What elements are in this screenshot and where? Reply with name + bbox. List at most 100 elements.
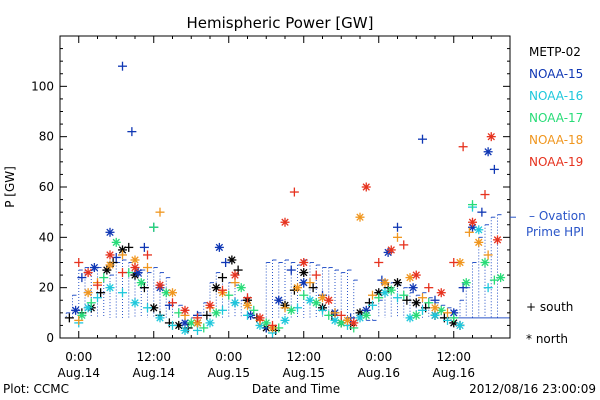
data-point-noaa-19-north xyxy=(105,250,115,260)
data-point-noaa-18-south xyxy=(230,278,240,288)
data-point-noaa-19-north xyxy=(468,217,477,227)
data-point-noaa-17-north xyxy=(386,285,396,295)
data-point-noaa-19-south xyxy=(168,298,177,308)
data-point-noaa-19-north xyxy=(411,270,421,280)
data-point-noaa-15-south xyxy=(286,265,296,275)
data-point-noaa-18-south xyxy=(483,250,493,260)
legend-entry: NOAA-15 xyxy=(529,67,583,81)
y-tick-label: 60 xyxy=(39,180,54,194)
data-point-noaa-16-south xyxy=(243,310,252,320)
data-point-metp-02-south xyxy=(96,288,106,298)
data-point-noaa-19-south xyxy=(424,283,434,293)
data-point-metp-02-north xyxy=(149,303,159,313)
data-point-noaa-15-north xyxy=(105,227,115,237)
data-point-noaa-17-north xyxy=(111,237,121,247)
data-point-noaa-18-north xyxy=(474,237,484,247)
data-point-noaa-16-north xyxy=(230,298,240,308)
data-point-noaa-15-south xyxy=(418,134,427,144)
data-point-noaa-18-north xyxy=(130,255,140,265)
data-point-noaa-19-south xyxy=(449,258,459,267)
data-point-noaa-19-north xyxy=(436,288,446,298)
legend-entry: METP-02 xyxy=(529,45,581,59)
data-point-metp-02-south xyxy=(218,273,227,283)
data-point-noaa-18-north xyxy=(430,303,440,313)
data-point-noaa-18-north xyxy=(355,212,365,222)
data-point-metp-02-north xyxy=(102,265,112,275)
y-axis-label: P [GW] xyxy=(3,166,17,208)
data-point-noaa-17-south xyxy=(374,293,384,303)
data-point-noaa-16-south xyxy=(318,305,327,315)
data-point-noaa-18-south xyxy=(118,250,127,260)
data-point-noaa-18-south xyxy=(443,308,452,318)
data-point-noaa-19-south xyxy=(289,187,299,197)
ovation-label-line1: – Ovation xyxy=(529,209,586,223)
data-point-noaa-17-south xyxy=(468,200,477,210)
data-point-noaa-17-north xyxy=(77,310,87,320)
data-point-noaa-18-north xyxy=(380,278,390,288)
data-points xyxy=(64,61,506,338)
y-axis: 0 20 40 60 80 100 xyxy=(31,48,510,345)
x-tick-time: 0:00 xyxy=(215,350,242,364)
x-tick-time: 0:00 xyxy=(65,350,92,364)
data-point-noaa-15-south xyxy=(127,127,137,137)
x-tick-time: 12:00 xyxy=(286,350,321,364)
data-point-noaa-19-north xyxy=(386,245,396,255)
data-point-noaa-15-south xyxy=(430,295,440,305)
data-point-noaa-19-north xyxy=(130,263,140,273)
data-point-noaa-18-south xyxy=(143,263,152,273)
data-point-noaa-19-north xyxy=(205,300,215,310)
data-point-noaa-17-north xyxy=(211,308,221,318)
data-point-noaa-16-north xyxy=(83,303,93,313)
data-point-noaa-17-south xyxy=(424,298,434,308)
data-point-noaa-16-south xyxy=(393,293,402,303)
data-point-noaa-19-north xyxy=(280,217,290,227)
data-point-metp-02-south xyxy=(202,310,212,320)
data-point-noaa-19-north xyxy=(180,305,190,315)
data-point-noaa-19-south xyxy=(458,142,468,152)
legend-entry: NOAA-19 xyxy=(529,155,583,169)
x-tick-date: Aug.14 xyxy=(57,366,100,380)
data-point-noaa-16-north xyxy=(455,320,465,330)
x-axis: 0:00 Aug.14 12:00 Aug.14 0:00 Aug.15 12:00 Aug.… xyxy=(57,36,492,380)
x-tick-date: Aug.15 xyxy=(207,366,250,380)
data-point-noaa-19-south xyxy=(218,285,227,295)
data-point-noaa-19-south xyxy=(243,293,252,303)
legend-entry: NOAA-17 xyxy=(529,111,583,125)
marker-legend-north: * north xyxy=(526,332,568,346)
data-point-noaa-16-south xyxy=(93,293,102,303)
data-point-noaa-15-north xyxy=(89,263,99,273)
data-point-noaa-17-south xyxy=(399,290,409,300)
data-point-noaa-18-north xyxy=(293,283,302,293)
x-tick-time: 0:00 xyxy=(365,350,392,364)
data-point-noaa-15-north xyxy=(71,305,81,315)
footer-credit: Plot: CCMC xyxy=(3,382,69,396)
data-point-noaa-17-north xyxy=(236,283,246,293)
data-point-noaa-19-north xyxy=(230,270,240,280)
data-point-noaa-16-south xyxy=(118,288,127,298)
data-point-noaa-18-south xyxy=(464,227,474,237)
data-point-noaa-16-north xyxy=(474,225,484,235)
data-point-noaa-16-south xyxy=(168,320,177,330)
legend-entry: NOAA-18 xyxy=(529,133,583,147)
data-point-noaa-19-north xyxy=(155,280,165,290)
y-tick-label: 100 xyxy=(31,79,54,93)
x-tick-date: Aug.16 xyxy=(432,366,475,380)
x-tick-date: Aug.14 xyxy=(132,366,175,380)
data-point-noaa-17-south xyxy=(86,298,96,308)
data-point-noaa-19-south xyxy=(74,258,84,267)
data-point-noaa-16-north xyxy=(280,315,290,325)
data-point-metp-02-north xyxy=(393,278,402,288)
y-tick-label: 20 xyxy=(39,281,54,295)
x-tick-time: 12:00 xyxy=(436,350,471,364)
data-point-noaa-17-north xyxy=(161,288,171,298)
data-point-noaa-19-south xyxy=(193,313,202,323)
data-point-noaa-19-south xyxy=(311,270,321,280)
data-point-noaa-17-north xyxy=(361,310,371,320)
data-point-noaa-15-north xyxy=(274,295,284,305)
data-point-noaa-17-south xyxy=(249,305,259,315)
data-point-noaa-19-north xyxy=(349,318,359,328)
data-point-noaa-18-north xyxy=(105,260,115,270)
y-tick-label: 40 xyxy=(39,230,54,244)
legend: METP-02 NOAA-15 NOAA-16 NOAA-17 NOAA-18 NOAA-… xyxy=(510,45,583,218)
